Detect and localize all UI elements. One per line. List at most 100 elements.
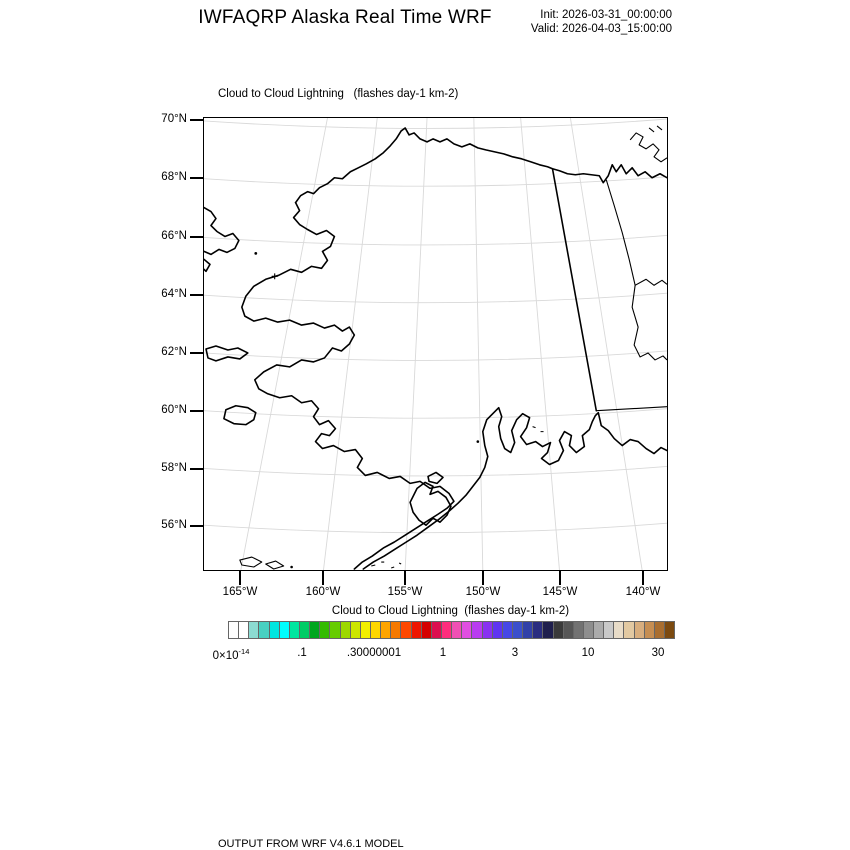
colorbar-tick-label: .1 — [297, 647, 307, 659]
colorbar-cell — [329, 622, 340, 638]
colorbar-cell — [400, 622, 411, 638]
colorbar-cell — [582, 622, 594, 638]
coastline-arctic — [294, 127, 667, 204]
colorbar-cell — [339, 622, 350, 638]
colorbar-cell — [461, 622, 472, 638]
colorbar-tick-label: 10 — [581, 647, 595, 659]
colorbar-cell — [491, 622, 502, 638]
lon-tick — [482, 571, 484, 585]
lat-tick — [190, 119, 203, 121]
lon-tick — [322, 571, 324, 585]
lon-tick — [642, 571, 644, 585]
colorbar-cell — [309, 622, 320, 638]
colorbar-tick-label: .30000001 — [346, 647, 402, 659]
colorbar-cell — [522, 622, 533, 638]
colorbar-cell — [511, 622, 523, 638]
colorbar-cell — [238, 622, 249, 638]
kodiak-island — [409, 471, 452, 526]
colorbar-cell — [532, 622, 543, 638]
plot-title: Cloud to Cloud Lightning (flashes day-1 … — [218, 88, 459, 100]
lon-tick-label: 140°W — [625, 586, 661, 598]
nunivak-island — [223, 404, 257, 426]
page-title: IWFAQRP Alaska Real Time WRF — [198, 7, 492, 28]
map-frame — [203, 117, 668, 571]
canada-coast-detail — [629, 125, 667, 163]
colorbar-cell — [664, 622, 675, 638]
lat-tick — [190, 410, 203, 412]
colorbar-tick-label: 1 — [439, 647, 447, 659]
colorbar-title: Cloud to Cloud Lightning (flashes day-1 … — [331, 605, 570, 617]
footer-line1: OUTPUT FROM WRF V4.6.1 MODEL — [218, 838, 404, 850]
colorbar-cell — [359, 622, 370, 638]
station-cross-marker — [271, 273, 278, 280]
lat-tick-label: 66°N — [161, 230, 187, 242]
graticule-parallels — [204, 118, 667, 534]
alaska-map-svg — [204, 118, 667, 570]
lon-tick-label: 145°W — [542, 586, 578, 598]
lon-tick — [404, 571, 406, 585]
lon-tick — [239, 571, 241, 585]
colorbar-cell — [603, 622, 614, 638]
colorbar-cell — [380, 622, 391, 638]
lat-tick — [190, 294, 203, 296]
augustine-island-dot — [476, 440, 480, 443]
colorbar-cell — [258, 622, 269, 638]
colorbar-cell — [613, 622, 624, 638]
colorbar-tick-label: 3 — [511, 647, 519, 659]
lon-tick-label: 160°W — [305, 586, 341, 598]
colorbar-cell — [643, 622, 654, 638]
colorbar-cell — [420, 622, 431, 638]
model-time-block: Init: 2026-03-31_00:00:00 Valid: 2026-04… — [531, 8, 672, 36]
init-time-label: Init: 2026-03-31_00:00:00 — [540, 9, 672, 21]
lon-tick-label: 165°W — [222, 586, 258, 598]
diomede-island-dot — [254, 252, 258, 255]
colorbar-cell — [501, 622, 512, 638]
lat-tick-label: 58°N — [161, 462, 187, 474]
island-dot — [290, 565, 293, 569]
lat-tick — [190, 177, 203, 179]
footer-model-info: OUTPUT FROM WRF V4.6.1 MODEL WE = 225 ; … — [218, 811, 651, 850]
colorbar-cell — [390, 622, 401, 638]
lat-tick-label: 70°N — [161, 113, 187, 125]
chukotka-coast — [204, 206, 240, 273]
lat-tick-label: 68°N — [161, 171, 187, 183]
valid-time-label: Valid: 2026-04-03_15:00:00 — [530, 23, 672, 35]
colorbar-cell — [653, 622, 665, 638]
colorbar-cell — [471, 622, 482, 638]
lat-tick-label: 64°N — [161, 288, 187, 300]
lat-tick — [190, 352, 203, 354]
colorbar-cell — [562, 622, 573, 638]
colorbar-cell — [369, 622, 381, 638]
colorbar-cell — [288, 622, 299, 638]
lon-tick-label: 155°W — [387, 586, 423, 598]
colorbar-cell — [349, 622, 360, 638]
panhandle-border — [596, 406, 667, 412]
colorbar — [228, 621, 675, 639]
colorbar-cell — [542, 622, 553, 638]
graticule-meridians — [240, 118, 643, 570]
colorbar-cell — [572, 622, 583, 638]
colorbar-cell — [593, 622, 604, 638]
lat-tick — [190, 525, 203, 527]
colorbar-cell — [319, 622, 330, 638]
colorbar-tick-exponent: -14 — [238, 647, 250, 656]
lat-tick-label: 56°N — [161, 519, 187, 531]
colorbar-tick-label: 0×10-14 — [212, 647, 250, 662]
colorbar-cell — [268, 622, 279, 638]
lat-tick-label: 62°N — [161, 346, 187, 358]
colorbar-cell — [410, 622, 421, 638]
st-lawrence-island — [205, 345, 249, 362]
colorbar-cell — [298, 622, 310, 638]
colorbar-cell — [481, 622, 492, 638]
lon-tick-label: 150°W — [465, 586, 501, 598]
colorbar-cell — [623, 622, 634, 638]
coastline-south — [362, 406, 667, 570]
colorbar-cell — [552, 622, 563, 638]
coastline-west — [241, 201, 455, 570]
colorbar-cell — [278, 622, 289, 638]
colorbar-cell — [440, 622, 452, 638]
lat-tick-label: 60°N — [161, 404, 187, 416]
colorbar-cell — [248, 622, 259, 638]
lat-tick — [190, 468, 203, 470]
small-islands — [239, 426, 544, 570]
